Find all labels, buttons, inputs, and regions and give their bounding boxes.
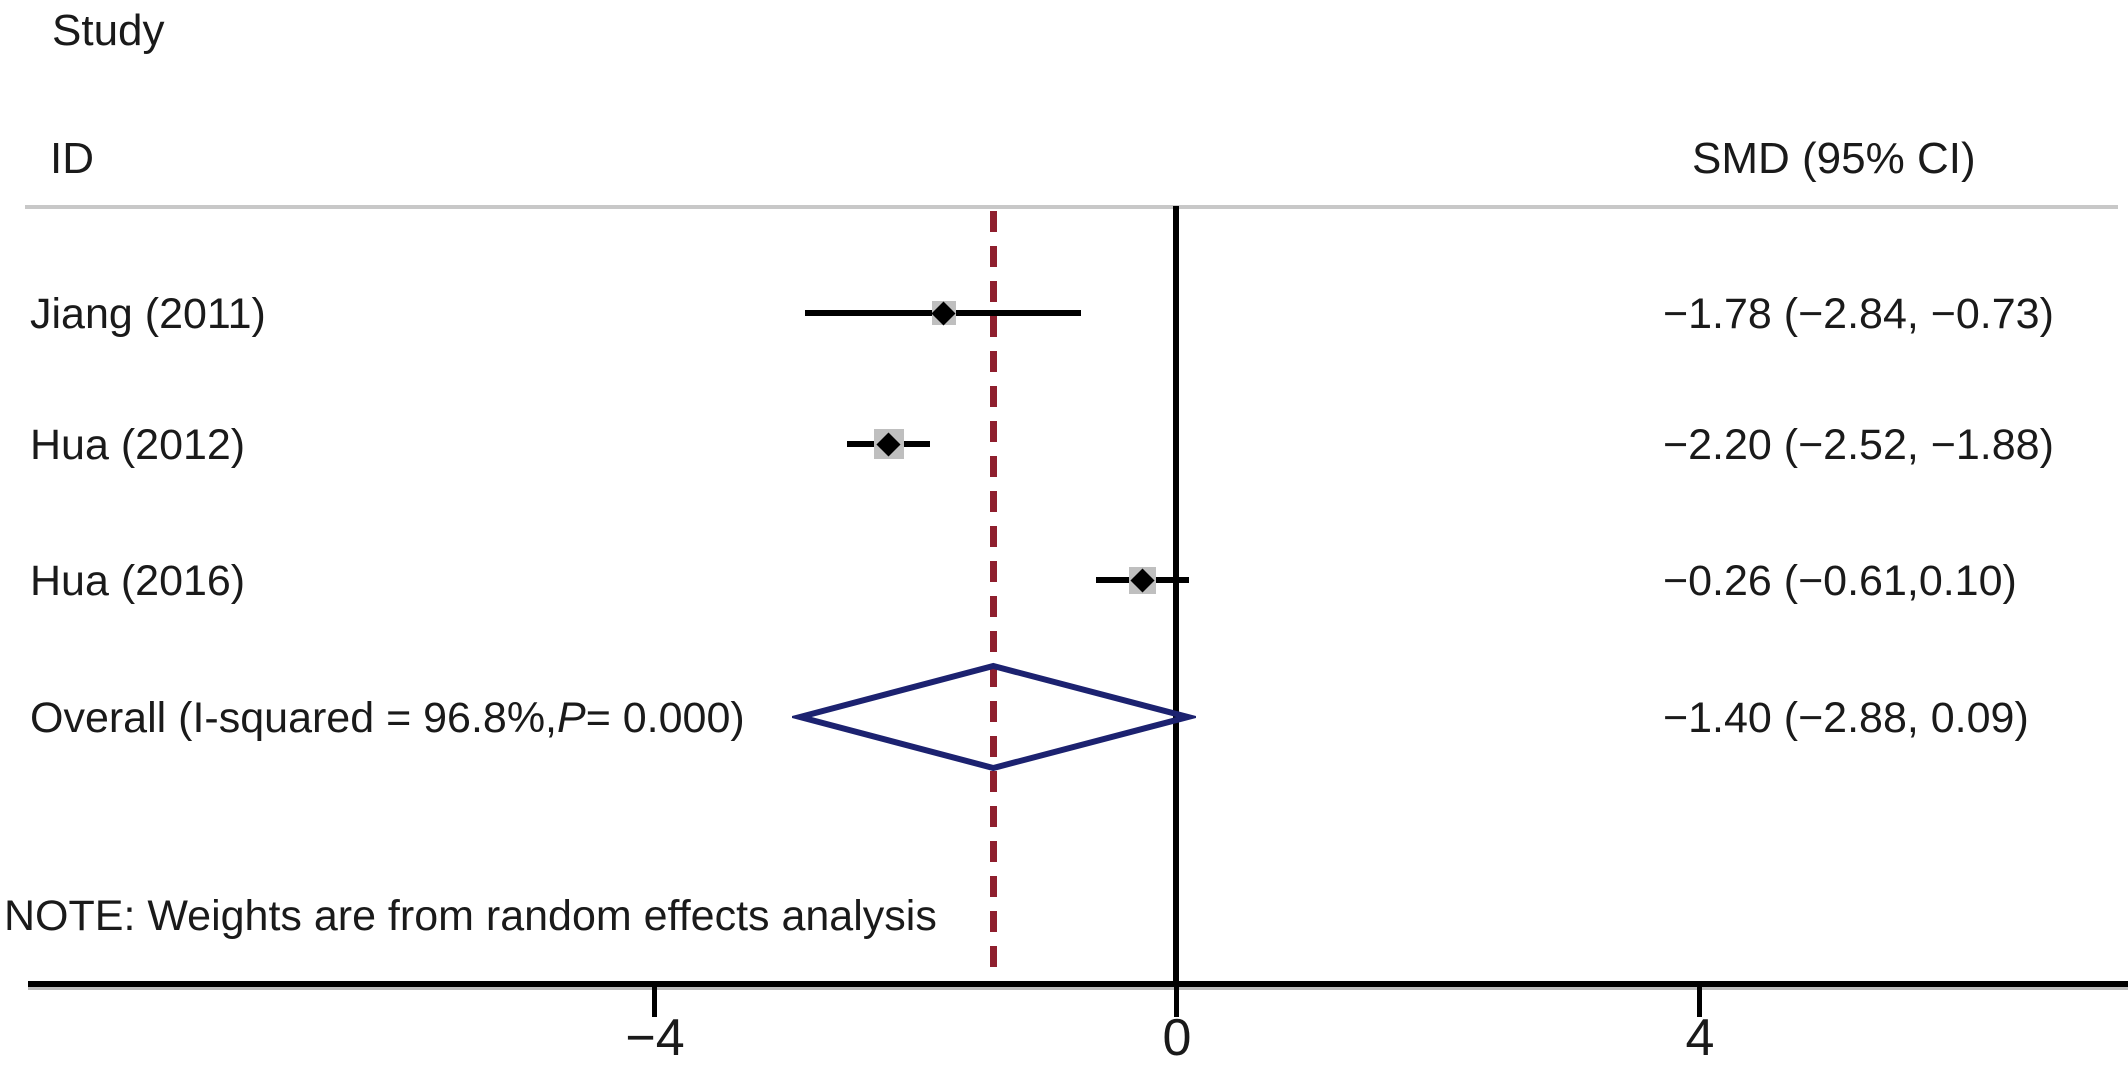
study-label: Jiang (2011) bbox=[30, 289, 266, 338]
ci-text: −0.26 (−0.61,0.10) bbox=[1663, 556, 2017, 605]
ci-text: −2.20 (−2.52, −1.88) bbox=[1663, 420, 2054, 469]
ci-text: −1.78 (−2.84, −0.73) bbox=[1663, 289, 2054, 338]
overall-label-p: P bbox=[557, 693, 586, 742]
overall-ci-text: −1.40 (−2.88, 0.09) bbox=[1663, 693, 2029, 742]
overall-label: Overall (I-squared = 96.8%, P = 0.000) bbox=[30, 689, 745, 747]
overall-diamond bbox=[791, 662, 1196, 772]
x-axis-tick bbox=[652, 987, 657, 1017]
x-axis-line bbox=[28, 981, 2128, 990]
study-col-header-line2: ID bbox=[50, 134, 94, 183]
x-axis-tick-label: 4 bbox=[1685, 1009, 1715, 1067]
x-axis-tick bbox=[1174, 987, 1179, 1017]
header-divider-line bbox=[25, 205, 2118, 209]
overall-label-suffix: = 0.000) bbox=[585, 693, 745, 742]
effect-col-header: SMD (95% CI) bbox=[1692, 134, 1976, 183]
overall-estimate-dashed-line bbox=[989, 211, 997, 984]
study-col-header-line1: Study bbox=[52, 6, 165, 55]
study-label: Hua (2012) bbox=[30, 420, 246, 469]
x-axis-tick-label: −4 bbox=[625, 1009, 685, 1067]
null-effect-line bbox=[1173, 206, 1179, 984]
random-effects-note: NOTE: Weights are from random effects an… bbox=[4, 892, 937, 940]
overall-label-prefix: Overall (I-squared = 96.8%, bbox=[30, 693, 558, 742]
x-axis-tick-label: 0 bbox=[1162, 1009, 1192, 1067]
study-label: Hua (2016) bbox=[30, 556, 246, 605]
x-axis-tick bbox=[1697, 987, 1702, 1017]
